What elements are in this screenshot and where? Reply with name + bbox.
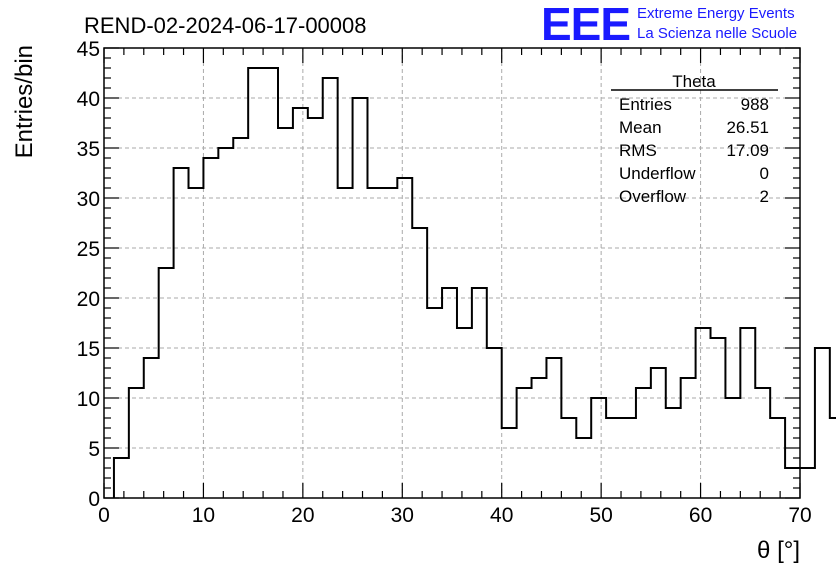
y-tick-label: 30 — [77, 188, 100, 211]
stats-label: Entries — [619, 95, 672, 114]
x-tick-label: 30 — [391, 504, 414, 527]
x-tick-label: 60 — [689, 504, 712, 527]
histogram-outline — [112, 67, 836, 498]
y-tick-labels: 0 5 10 15 20 25 30 35 40 45 — [77, 38, 100, 511]
x-axis-label: θ [°] — [757, 537, 800, 564]
grid-lines — [104, 48, 800, 498]
x-tick-label: 10 — [192, 504, 215, 527]
x-tick-label: 0 — [98, 504, 110, 527]
x-tick-label: 50 — [589, 504, 612, 527]
stats-name: Theta — [672, 72, 716, 91]
y-tick-label: 0 — [88, 488, 100, 511]
y-tick-label: 40 — [77, 88, 100, 111]
y-tick-label: 15 — [77, 338, 100, 361]
stats-value: 0 — [760, 164, 769, 183]
stats-label: RMS — [619, 141, 657, 160]
stats-box: Theta Entries 988 Mean 26.51 RMS 17.09 Underfl… — [611, 72, 778, 206]
axis-ticks — [103, 47, 801, 499]
stats-label: Underflow — [619, 164, 696, 183]
x-tick-label: 20 — [291, 504, 314, 527]
x-tick-label: 40 — [490, 504, 513, 527]
y-axis-label: Entries/bin — [11, 45, 38, 158]
y-tick-label: 10 — [77, 388, 100, 411]
stats-label: Overflow — [619, 187, 687, 206]
stats-label: Mean — [619, 118, 662, 137]
y-tick-label: 35 — [77, 138, 100, 161]
x-tick-labels: 0 10 20 30 40 50 60 70 — [98, 504, 812, 527]
eee-logo: EEE Extreme Energy Events La Scienza nel… — [541, 0, 797, 50]
stats-value: 26.51 — [726, 118, 769, 137]
stats-value: 2 — [760, 187, 769, 206]
plot-frame — [103, 47, 801, 499]
y-tick-label: 45 — [77, 38, 100, 61]
logo-line2: La Scienza nelle Scuole — [637, 25, 797, 42]
stats-value: 988 — [741, 95, 769, 114]
logo-mark: EEE — [541, 0, 630, 50]
logo-line1: Extreme Energy Events — [637, 5, 795, 22]
y-tick-label: 25 — [77, 238, 100, 261]
x-tick-label: 70 — [788, 504, 811, 527]
histogram-series — [112, 67, 836, 498]
y-tick-label: 5 — [88, 438, 100, 461]
stats-value: 17.09 — [726, 141, 769, 160]
y-tick-label: 20 — [77, 288, 100, 311]
chart-title: REND-02-2024-06-17-00008 — [84, 13, 367, 38]
stats-rows: Entries 988 Mean 26.51 RMS 17.09 Underflow 0 Ove… — [619, 95, 769, 206]
